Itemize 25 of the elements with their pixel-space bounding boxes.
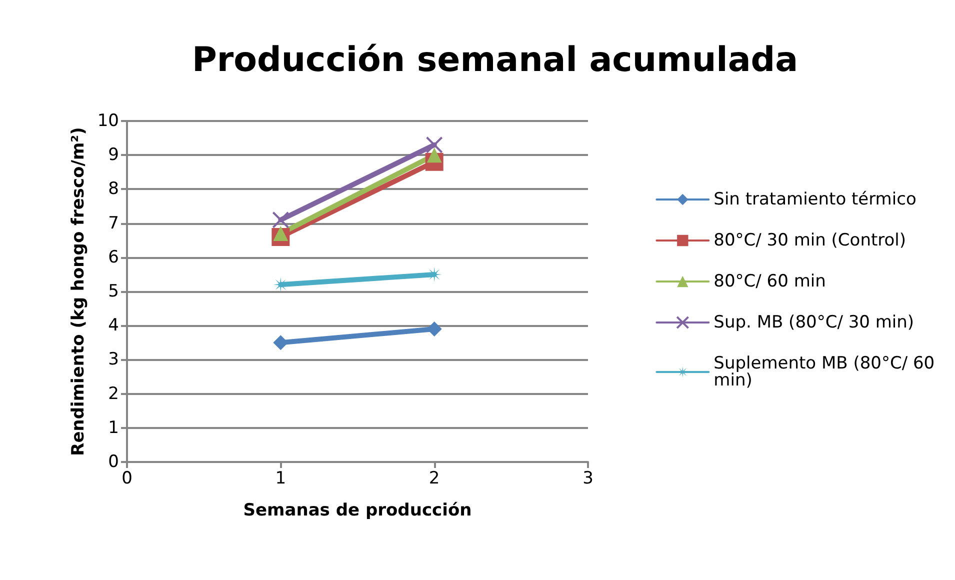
point (272, 211, 290, 228)
x-axis-title: Semanas de producción (243, 500, 472, 520)
y-tick-label: 3 (108, 350, 119, 370)
x-tick-label: 2 (428, 468, 440, 488)
y-tick-label: 1 (108, 418, 119, 438)
y-tick-label: 10 (97, 111, 119, 131)
y-tick-label: 5 (108, 282, 119, 302)
y-tick-label: 6 (108, 247, 119, 268)
y-tick-label: 4 (108, 316, 119, 336)
y-tick-label: 8 (108, 179, 119, 200)
legend-label: 80°C/ 30 min (Control) (714, 230, 906, 250)
x-tick-label: 1 (275, 468, 286, 488)
y-axis-title: Rendimiento (kg hongo fresco/m²) (68, 127, 88, 456)
y-tick-label: 0 (108, 452, 119, 472)
chart-title: Producción semanal acumulada (192, 40, 798, 80)
legend-label: Suplemento MB (80°C/ 60 min) (714, 354, 940, 390)
legend-label: Sup. MB (80°C/ 30 min) (714, 312, 914, 332)
point (273, 335, 288, 350)
x-tick-label: 0 (122, 468, 132, 488)
legend-label: 80°C/ 60 min (714, 272, 826, 292)
legend-label: Sin tratamiento térmico (714, 190, 916, 210)
y-tick-label: 7 (108, 213, 119, 234)
x-tick-label: 3 (582, 468, 594, 488)
y-tick-label: 9 (108, 145, 119, 166)
y-tick-label: 2 (108, 384, 119, 404)
